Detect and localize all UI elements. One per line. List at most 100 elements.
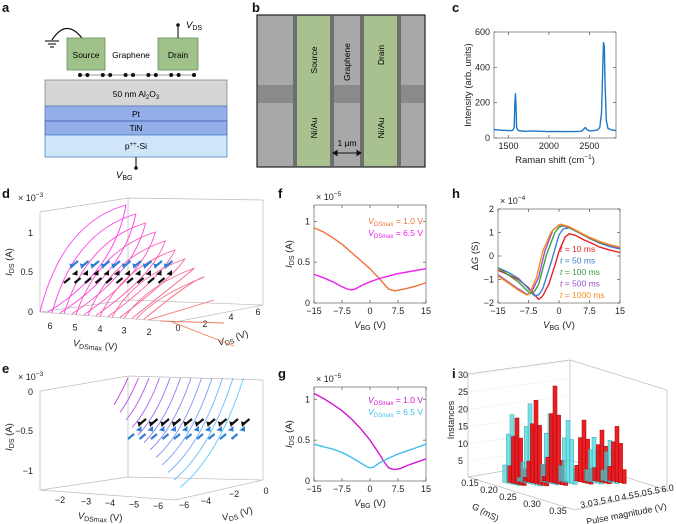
si-label: p++-Si: [125, 141, 147, 151]
graphene-atom: [131, 73, 135, 77]
legend-entry-0: t = 10 ms: [560, 244, 595, 254]
axis-multiplier: × 10−4: [500, 195, 526, 206]
y-tick-label: −0.5: [15, 426, 33, 436]
label-main: Intensity (arb. units): [463, 43, 474, 126]
label-sub: BG: [360, 325, 370, 332]
label-sub: DS: [9, 438, 16, 448]
sem-niau-right-label: Ni/Au: [376, 117, 386, 138]
x-tick-label: −6: [153, 501, 163, 511]
legend-sub: DSmax: [374, 222, 395, 228]
sweep-arrow-down: [105, 277, 113, 284]
sweep-curve-vdsmax--6: [173, 377, 234, 481]
graphene-atom: [78, 73, 82, 77]
x-tick-label: 0.30: [523, 499, 541, 509]
multiplier-base: × 10: [18, 193, 36, 203]
label-sub: DS: [289, 435, 296, 445]
sweep-curve-vdsmax-1.5: [159, 320, 225, 324]
multiplier-base: × 10: [500, 196, 518, 206]
sweep-curve-vdsmax--3.5: [143, 377, 181, 443]
axis-top-edge: [39, 197, 264, 213]
label-rest: (A): [284, 420, 295, 435]
sweep-curve-vdsmax-6.5: [39, 204, 127, 313]
legend-entry-4: t = 1000 ms: [560, 290, 605, 300]
y-tick-label: −1: [484, 275, 494, 285]
panel-label-h: h: [452, 186, 460, 201]
sweep-arrow-down: [84, 277, 92, 284]
label-main: V: [78, 511, 87, 522]
axis-multiplier: × 10−5: [316, 373, 342, 384]
pt-label: Pt: [132, 109, 141, 119]
sweep-arrow-down: [207, 433, 216, 440]
sweep-arrow-up-head: [194, 421, 201, 427]
sweep-arrow-up-head: [153, 263, 159, 269]
sweep-arrow-up-head: [142, 263, 149, 269]
sweep-arrow-up-head: [137, 421, 143, 427]
sem-niau-left-label: Ni/Au: [309, 117, 319, 138]
z-tick-label: 5: [458, 456, 463, 466]
sweep-arrow-up-head: [90, 263, 96, 269]
label-main: Raman shift (cm: [515, 155, 584, 166]
panel-label-a: a: [2, 0, 10, 15]
sweep-arrow-down-head: [170, 426, 176, 432]
sweep-arrow-down: [126, 277, 134, 284]
x-tick-label: −5: [129, 500, 139, 510]
scale-bar-label: 1 µm: [337, 138, 356, 148]
x-tick-label: −2: [55, 495, 65, 505]
sweep-arrow-up-head: [111, 263, 117, 269]
label-main: ΔG (S): [470, 241, 481, 270]
x-tick-label: 0.25: [499, 492, 517, 502]
z-tick-label: 0: [263, 486, 268, 496]
x-tick-label: 0: [367, 306, 372, 316]
legend-main: t: [560, 244, 563, 254]
graphene-label: Graphene: [112, 50, 150, 60]
label-rest: (A): [4, 423, 15, 438]
legend-entry-0: VDSmax = 1.0 V: [368, 395, 423, 407]
panel-label-b: b: [252, 0, 260, 15]
y-tick-label: 600: [475, 27, 490, 37]
graphene-atom: [169, 73, 174, 77]
sweep-arrow-down-head: [82, 270, 88, 276]
graphene-atom: [153, 73, 158, 77]
graphene-atom: [123, 73, 128, 77]
sweep-arrow-down-head: [113, 270, 120, 276]
sweep-arrow-down: [173, 433, 181, 440]
vds-terminal-icon: [176, 23, 180, 27]
label-rest: (V): [371, 320, 386, 331]
x-tick-label: 7.5: [583, 306, 596, 316]
sweep-curve-vdsmax-5.5: [63, 222, 147, 315]
sweep-arrow-up-head: [171, 421, 178, 427]
sweep-arrow-down: [136, 277, 145, 284]
label-rest: ): [592, 155, 595, 166]
sweep-arrow-down: [138, 433, 147, 440]
label-sub: BG: [360, 503, 370, 510]
label-main: V: [543, 320, 551, 331]
y-tick-label: 400: [475, 62, 490, 72]
label-sub: DSmax: [84, 516, 108, 524]
histogram-red-11: [607, 426, 627, 484]
legend-main: V: [368, 395, 375, 405]
sweep-arrow-down-head: [135, 426, 142, 432]
x-tick-label: 0.15: [461, 478, 479, 488]
histogram-cyan-6: [558, 420, 578, 485]
chart-3d-histogram: 30 25 20 15 10 5 0.150.200.25 0.30 0.35 3.03.5 4.0…: [446, 359, 675, 524]
graphene-atom: [176, 73, 181, 77]
vds-label: VDS: [186, 20, 202, 32]
x-tick-label: −15: [306, 306, 321, 316]
legend-rest: = 500 ms: [562, 279, 600, 289]
series-line-1: [313, 268, 427, 291]
multiplier-exp: −5: [334, 191, 342, 198]
panel-label-d: d: [2, 186, 10, 201]
si-a: p: [125, 141, 130, 151]
axis-floor: [39, 476, 264, 501]
legend-rest: = 50 ms: [562, 256, 595, 266]
z-tick-label: 6: [255, 307, 260, 317]
panel-label-g: g: [278, 366, 286, 381]
sweep-arrow-down-head: [103, 270, 109, 276]
label-main: V: [354, 320, 362, 331]
y-tick-label: 2: [489, 204, 494, 214]
z-tick-label: 0: [175, 323, 180, 333]
label-main: V: [221, 511, 232, 524]
